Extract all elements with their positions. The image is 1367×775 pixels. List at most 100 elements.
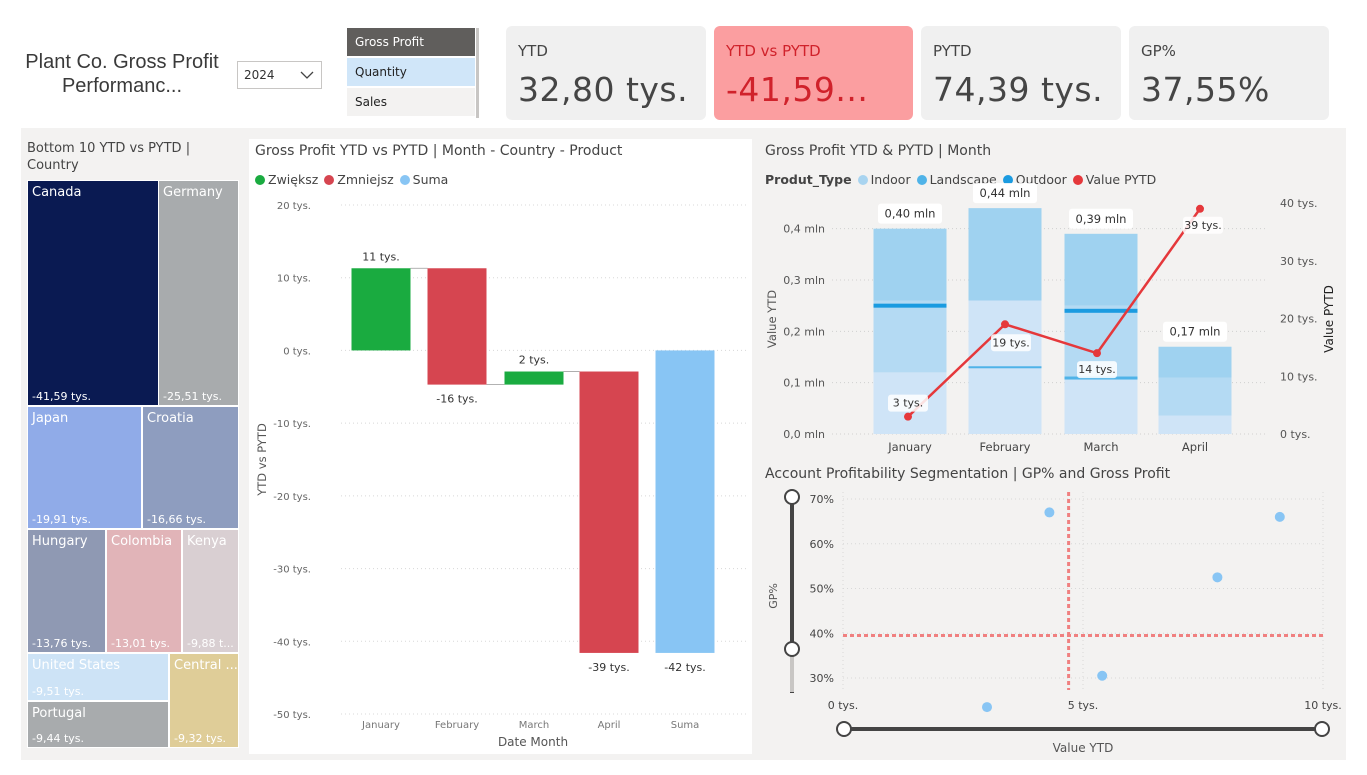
legend-label: Value PYTD [1085, 172, 1157, 187]
kpi-value: 32,80 tys. [518, 70, 689, 109]
treemap-cell-name: United States [32, 658, 121, 673]
treemap-cell[interactable]: Germany -25,51 tys. [158, 180, 239, 406]
legend-item-total[interactable]: Suma [399, 172, 448, 187]
waterfall-chart: 20 tys. 10 tys. 0 tys. -10 tys. -20 tys. -30 … [255, 201, 746, 749]
treemap-cell-value: -9,51 tys. [32, 685, 85, 698]
treemap-cell-name: Kenya [187, 534, 227, 549]
metric-option-gross-profit[interactable]: Gross Profit [347, 28, 475, 56]
stacked-bar-segment[interactable] [1064, 377, 1138, 434]
stacked-bar-segment[interactable] [873, 228, 947, 301]
y-axis-title: Value YTD [765, 290, 779, 348]
y-range-slider-rest [790, 652, 794, 692]
combo-visual[interactable]: Gross Profit YTD & PYTD | Month Produt_T… [757, 139, 1345, 459]
slicer-scrollbar[interactable] [476, 28, 479, 118]
treemap-cell-value: -13,76 tys. [32, 637, 92, 650]
y-tick-label: 0,0 mln [783, 428, 825, 441]
treemap-cell[interactable]: Japan -19,91 tys. [27, 406, 142, 529]
legend-item-value-pytd[interactable]: Value PYTD [1072, 172, 1157, 187]
treemap-cell-name: Canada [32, 185, 82, 200]
waterfall-bar[interactable] [579, 371, 639, 653]
waterfall-visual[interactable]: Gross Profit YTD vs PYTD | Month - Count… [249, 139, 752, 754]
x-range-slider-handle-left[interactable] [836, 721, 852, 737]
pytd-point[interactable] [1196, 204, 1204, 213]
scatter-point[interactable] [1274, 511, 1285, 522]
x-tick-label: January [361, 720, 400, 731]
treemap-cell[interactable]: United States -9,51 tys. [27, 653, 169, 701]
treemap-cell[interactable]: Croatia -16,66 tys. [142, 406, 239, 529]
legend-item-indoor[interactable]: Indoor [857, 172, 911, 187]
x-range-slider-track[interactable] [844, 727, 1322, 731]
treemap-cell[interactable]: Colombia -13,01 tys. [106, 529, 182, 653]
y-tick-label: 20 tys. [277, 201, 311, 212]
legend-item-increase[interactable]: Zwiększ [255, 172, 318, 187]
treemap-cell-value: -25,51 tys. [163, 390, 223, 403]
treemap-cell-value: -9,44 tys. [32, 732, 85, 745]
scatter-visual[interactable]: Account Profitability Segmentation | GP%… [757, 462, 1345, 758]
kpi-value: -41,59... [726, 70, 869, 109]
metric-option-quantity[interactable]: Quantity [347, 58, 475, 86]
legend-item-decrease[interactable]: Zmniejsz [324, 172, 394, 187]
x-tick-label: April [598, 720, 621, 731]
y-tick-label: 0 tys. [283, 346, 311, 357]
stacked-bar-segment[interactable] [1158, 377, 1232, 416]
kpi-card-pytd: PYTD 74,39 tys. [921, 26, 1121, 120]
y-range-slider-handle-top[interactable] [784, 489, 800, 505]
waterfall-bar[interactable] [351, 268, 411, 351]
combo-legend: Produt_Type Indoor Landscape Outdoor Val… [765, 172, 1162, 187]
stacked-bar-segment[interactable] [1158, 346, 1232, 378]
treemap-cell-value: -16,66 tys. [147, 513, 207, 526]
x-tick-label: 0 tys. [828, 699, 859, 712]
waterfall-bar[interactable] [655, 350, 715, 653]
treemap-cell-name: Central ... [174, 658, 238, 673]
stacked-bar-segment[interactable] [873, 300, 947, 373]
treemap-cell-value: -9,88 t... [187, 637, 234, 650]
scatter-point[interactable] [1212, 572, 1223, 583]
treemap-title: Bottom 10 YTD vs PYTD | Country [27, 141, 191, 173]
treemap-cell-name: Japan [32, 411, 69, 426]
scatter-point[interactable] [1044, 507, 1055, 518]
line-label: 39 tys. [1184, 219, 1222, 232]
y-tick-label: 50% [810, 583, 834, 596]
stacked-bar-segment[interactable] [1064, 233, 1138, 306]
total-label-bg [973, 183, 1037, 204]
pytd-point[interactable] [1001, 320, 1009, 329]
x-tick-label: March [1083, 440, 1118, 454]
scatter-point[interactable] [1097, 670, 1108, 681]
treemap-cell[interactable]: Kenya -9,88 t... [182, 529, 239, 653]
kpi-label: GP% [1141, 42, 1176, 60]
kpi-card-gp-percent: GP% 37,55% [1129, 26, 1329, 120]
treemap-cell[interactable]: Canada -41,59 tys. [27, 180, 163, 406]
data-label: 11 tys. [362, 250, 400, 263]
x-axis-title: Date Month [498, 735, 568, 749]
total-label: 0,39 mln [1076, 212, 1127, 226]
y-tick-label: 10 tys. [277, 274, 311, 285]
treemap-cell-value: -9,32 tys. [174, 732, 227, 745]
scatter-point[interactable] [982, 702, 992, 713]
y-range-slider-track[interactable] [790, 497, 794, 693]
y-axis-title: YTD vs PYTD [255, 423, 269, 497]
treemap-cell[interactable]: Central ... -9,32 tys. [169, 653, 239, 748]
year-dropdown[interactable]: 2024 [237, 61, 322, 89]
treemap-cell-name: Croatia [147, 411, 194, 426]
treemap-cell-name: Hungary [32, 534, 88, 549]
metric-option-sales[interactable]: Sales [347, 88, 475, 116]
stacked-bar-segment[interactable] [968, 208, 1042, 301]
treemap-cell[interactable]: Portugal -9,44 tys. [27, 701, 169, 748]
x-tick-label: 10 tys. [1304, 699, 1342, 712]
x-range-slider-handle-right[interactable] [1314, 721, 1330, 737]
stacked-bar-segment[interactable] [1158, 415, 1232, 434]
pytd-line[interactable] [907, 208, 1202, 418]
pytd-point[interactable] [904, 412, 912, 421]
waterfall-bar[interactable] [504, 371, 564, 385]
waterfall-title: Gross Profit YTD vs PYTD | Month - Count… [255, 143, 623, 159]
x-tick-label: Suma [671, 720, 700, 731]
chevron-down-icon [300, 71, 314, 79]
treemap-cell[interactable]: Hungary -13,76 tys. [27, 529, 106, 653]
pytd-point[interactable] [1093, 349, 1101, 358]
y-range-slider-handle-bottom[interactable] [784, 641, 800, 657]
y-tick-label: -10 tys. [273, 419, 311, 430]
waterfall-bar[interactable] [427, 268, 487, 385]
x-tick-label: April [1182, 440, 1208, 454]
treemap-visual[interactable]: Bottom 10 YTD vs PYTD | Country Canada -4… [21, 128, 243, 756]
x-tick-label: February [980, 440, 1031, 454]
